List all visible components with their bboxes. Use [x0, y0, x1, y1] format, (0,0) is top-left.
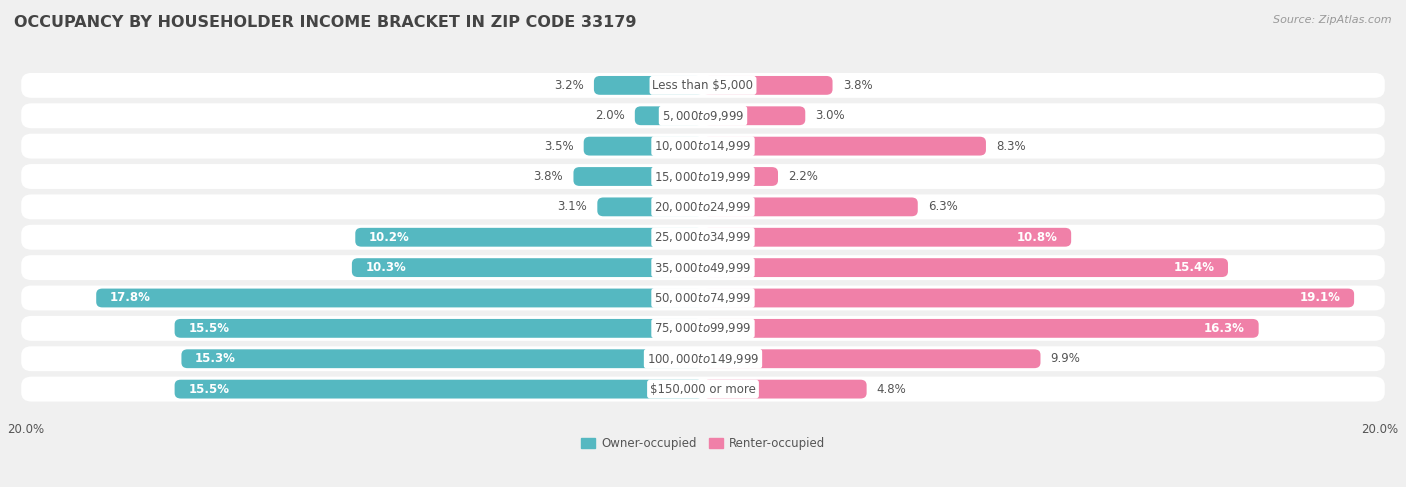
Text: 2.2%: 2.2% [789, 170, 818, 183]
Text: 8.3%: 8.3% [997, 140, 1026, 152]
Text: 10.8%: 10.8% [1017, 231, 1057, 244]
FancyBboxPatch shape [703, 319, 1258, 338]
FancyBboxPatch shape [703, 289, 1354, 307]
Text: Less than $5,000: Less than $5,000 [652, 79, 754, 92]
FancyBboxPatch shape [593, 76, 703, 95]
FancyBboxPatch shape [174, 319, 703, 338]
FancyBboxPatch shape [703, 349, 1040, 368]
FancyBboxPatch shape [21, 285, 1385, 310]
Text: $50,000 to $74,999: $50,000 to $74,999 [654, 291, 752, 305]
Text: $150,000 or more: $150,000 or more [650, 383, 756, 395]
Text: 15.5%: 15.5% [188, 383, 229, 395]
Text: $5,000 to $9,999: $5,000 to $9,999 [662, 109, 744, 123]
FancyBboxPatch shape [21, 376, 1385, 402]
Text: $100,000 to $149,999: $100,000 to $149,999 [647, 352, 759, 366]
FancyBboxPatch shape [21, 103, 1385, 128]
FancyBboxPatch shape [21, 346, 1385, 371]
Text: 15.5%: 15.5% [188, 322, 229, 335]
FancyBboxPatch shape [703, 167, 778, 186]
Text: Source: ZipAtlas.com: Source: ZipAtlas.com [1274, 15, 1392, 25]
Text: 3.0%: 3.0% [815, 109, 845, 122]
Text: 20.0%: 20.0% [7, 423, 45, 435]
FancyBboxPatch shape [174, 380, 703, 398]
FancyBboxPatch shape [598, 197, 703, 216]
Text: 17.8%: 17.8% [110, 292, 150, 304]
Text: 19.1%: 19.1% [1299, 292, 1340, 304]
FancyBboxPatch shape [703, 197, 918, 216]
Text: $35,000 to $49,999: $35,000 to $49,999 [654, 261, 752, 275]
FancyBboxPatch shape [96, 289, 703, 307]
Text: 15.4%: 15.4% [1174, 261, 1215, 274]
Text: $75,000 to $99,999: $75,000 to $99,999 [654, 321, 752, 336]
Text: 3.2%: 3.2% [554, 79, 583, 92]
Text: 9.9%: 9.9% [1050, 352, 1081, 365]
Text: $15,000 to $19,999: $15,000 to $19,999 [654, 169, 752, 184]
FancyBboxPatch shape [21, 133, 1385, 159]
FancyBboxPatch shape [21, 255, 1385, 280]
FancyBboxPatch shape [356, 228, 703, 246]
FancyBboxPatch shape [21, 164, 1385, 189]
Text: 3.8%: 3.8% [842, 79, 872, 92]
Text: 10.2%: 10.2% [368, 231, 409, 244]
Text: 3.1%: 3.1% [557, 200, 588, 213]
Text: 10.3%: 10.3% [366, 261, 406, 274]
Text: 2.0%: 2.0% [595, 109, 624, 122]
FancyBboxPatch shape [21, 73, 1385, 98]
Text: OCCUPANCY BY HOUSEHOLDER INCOME BRACKET IN ZIP CODE 33179: OCCUPANCY BY HOUSEHOLDER INCOME BRACKET … [14, 15, 637, 30]
Text: 3.5%: 3.5% [544, 140, 574, 152]
FancyBboxPatch shape [703, 106, 806, 125]
FancyBboxPatch shape [583, 137, 703, 155]
FancyBboxPatch shape [703, 137, 986, 155]
Text: 15.3%: 15.3% [195, 352, 236, 365]
Legend: Owner-occupied, Renter-occupied: Owner-occupied, Renter-occupied [576, 432, 830, 455]
FancyBboxPatch shape [703, 258, 1227, 277]
FancyBboxPatch shape [21, 316, 1385, 341]
FancyBboxPatch shape [703, 228, 1071, 246]
FancyBboxPatch shape [181, 349, 703, 368]
FancyBboxPatch shape [574, 167, 703, 186]
Text: 16.3%: 16.3% [1204, 322, 1246, 335]
FancyBboxPatch shape [352, 258, 703, 277]
Text: 4.8%: 4.8% [877, 383, 907, 395]
Text: $25,000 to $34,999: $25,000 to $34,999 [654, 230, 752, 244]
FancyBboxPatch shape [21, 194, 1385, 219]
FancyBboxPatch shape [21, 225, 1385, 250]
Text: $20,000 to $24,999: $20,000 to $24,999 [654, 200, 752, 214]
Text: 3.8%: 3.8% [534, 170, 564, 183]
FancyBboxPatch shape [703, 380, 866, 398]
FancyBboxPatch shape [703, 76, 832, 95]
Text: 20.0%: 20.0% [1361, 423, 1399, 435]
FancyBboxPatch shape [636, 106, 703, 125]
Text: 6.3%: 6.3% [928, 200, 957, 213]
Text: $10,000 to $14,999: $10,000 to $14,999 [654, 139, 752, 153]
